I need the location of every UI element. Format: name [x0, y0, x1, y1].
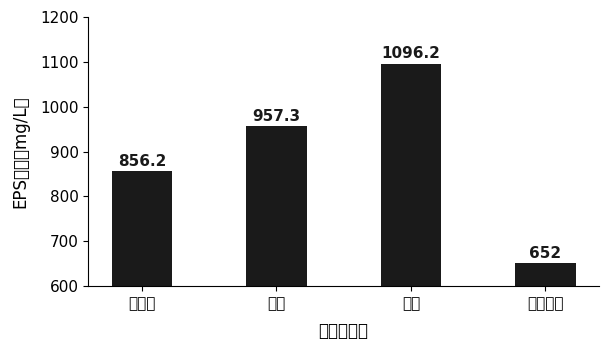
Y-axis label: EPS含量（mg/L）: EPS含量（mg/L） [11, 95, 29, 208]
Bar [381, 64, 441, 351]
Text: 856.2: 856.2 [118, 154, 166, 169]
Bar [515, 263, 576, 351]
X-axis label: 固定化材料: 固定化材料 [318, 322, 368, 340]
Bar [112, 171, 172, 351]
Text: 1096.2: 1096.2 [381, 46, 440, 61]
Bar [246, 126, 307, 351]
Text: 957.3: 957.3 [253, 109, 301, 124]
Text: 652: 652 [529, 245, 561, 260]
